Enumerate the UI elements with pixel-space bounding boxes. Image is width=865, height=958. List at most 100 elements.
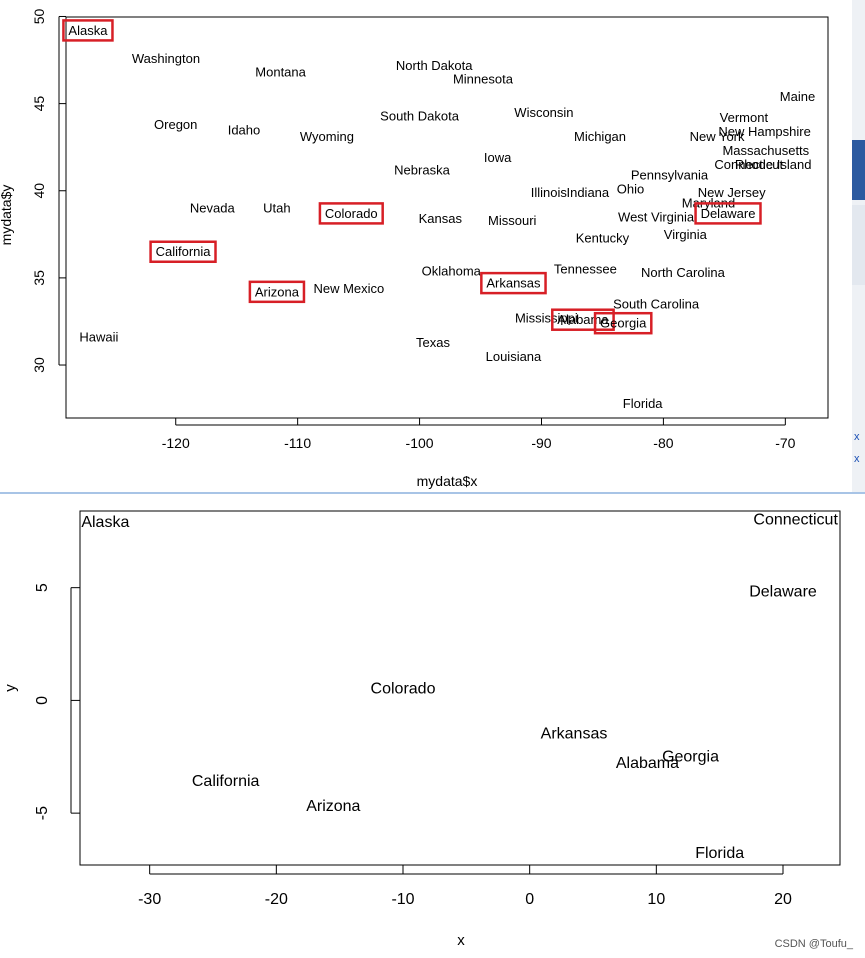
scatter-plot-bottom: -30 -20 -10 0 10 20 -5 0 5 Alaska Connecticut Del… xyxy=(2,510,841,949)
highlight-box-arkansas xyxy=(480,271,547,295)
top-x-tick-label-0: -120 xyxy=(162,435,190,451)
state-label-georgia: Georgia xyxy=(662,748,719,765)
state-label-arizona: Arizona xyxy=(255,284,300,299)
state-label-nevada: Nevada xyxy=(190,201,236,216)
x-axis-bottom: -30 -20 -10 0 10 20 xyxy=(138,865,792,908)
highlight-box-arizona xyxy=(248,280,306,304)
top-x-tick-label-1: -110 xyxy=(284,435,311,451)
state-label-georgia: Georgia xyxy=(600,316,647,331)
state-label-minnesota: Minnesota xyxy=(453,72,514,87)
top-y-tick-label-2: 40 xyxy=(31,183,47,199)
plot-frame-top xyxy=(65,16,829,419)
bottom-x-tick-label-2: -10 xyxy=(391,891,414,908)
state-label-new-jersey: New Jersey xyxy=(698,185,766,200)
bottom-y-tick-label-0: -5 xyxy=(34,806,51,820)
state-label-alabama: Alabama xyxy=(557,312,609,327)
state-label-vermont: Vermont xyxy=(720,110,769,125)
bottom-x-tick-label-4: 10 xyxy=(647,891,665,908)
state-label-california: California xyxy=(156,244,212,259)
state-label-new-mexico: New Mexico xyxy=(313,281,384,296)
state-label-mississippi: Mississippi xyxy=(515,310,578,325)
state-label-illinois: Illinois xyxy=(531,185,568,200)
state-label-alaska: Alaska xyxy=(81,514,129,531)
top-x-tick-label-2: -100 xyxy=(406,435,434,451)
state-label-north-carolina: North Carolina xyxy=(641,265,726,280)
state-label-rhode-island: Rhode Island xyxy=(735,157,812,172)
highlight-box-alabama xyxy=(551,308,615,331)
state-label-kentucky: Kentucky xyxy=(576,230,630,245)
x-axis-label-bottom: x xyxy=(457,932,465,949)
state-label-wisconsin: Wisconsin xyxy=(514,105,573,120)
side-marker-2: x xyxy=(854,453,860,465)
bottom-x-tick-label-0: -30 xyxy=(138,891,161,908)
state-label-louisiana: Louisiana xyxy=(486,349,542,364)
state-label-delaware: Delaware xyxy=(749,584,817,601)
y-axis-label-bottom: y xyxy=(2,684,19,692)
state-label-kansas: Kansas xyxy=(419,211,463,226)
bottom-y-tick-label-2: 5 xyxy=(34,583,51,592)
state-label-new-york: New York xyxy=(690,129,745,144)
state-label-arkansas: Arkansas xyxy=(486,276,541,291)
state-label-delaware: Delaware xyxy=(701,206,756,221)
bottom-x-tick-label-1: -20 xyxy=(265,891,288,908)
highlight-box-colorado xyxy=(318,202,384,225)
state-label-oklahoma: Oklahoma xyxy=(422,263,482,278)
bottom-x-tick-label-5: 20 xyxy=(774,891,792,908)
state-label-nebraska: Nebraska xyxy=(394,162,450,177)
highlight-box-california xyxy=(149,240,217,263)
state-label-florida: Florida xyxy=(623,396,664,411)
state-label-west-virginia: West Virginia xyxy=(618,209,695,224)
state-label-california: California xyxy=(192,773,260,790)
y-axis-bottom: -5 0 5 xyxy=(34,583,80,820)
bottom-labels-clip: Alaska Connecticut Delaware Colorado Arkansa… xyxy=(81,512,838,863)
highlight-box-alaska xyxy=(62,19,114,42)
top-x-tick-label-3: -90 xyxy=(531,435,551,451)
side-marker-1: x xyxy=(854,431,860,443)
state-label-arkansas: Arkansas xyxy=(541,726,608,743)
top-x-tick-label-4: -80 xyxy=(653,435,673,451)
background-window-strip: x x xyxy=(852,0,865,492)
state-label-oregon: Oregon xyxy=(154,117,197,132)
state-label-alabama: Alabama xyxy=(616,755,679,772)
state-label-south-dakota: South Dakota xyxy=(380,108,460,123)
state-label-michigan: Michigan xyxy=(574,129,626,144)
state-label-washington: Washington xyxy=(132,51,200,66)
top-y-tick-label-3: 45 xyxy=(31,96,47,112)
bottom-x-tick-label-3: 0 xyxy=(525,891,534,908)
state-label-new-hampshire: New Hampshire xyxy=(718,124,810,139)
state-labels-bottom: Alaska Connecticut Delaware Colorado Arkansa… xyxy=(81,512,838,863)
state-label-tennessee: Tennessee xyxy=(554,262,617,277)
state-label-massachusetts: Massachusetts xyxy=(722,143,809,158)
state-label-iowa: Iowa xyxy=(484,150,512,165)
state-label-colorado: Colorado xyxy=(325,206,378,221)
x-axis-label-top: mydata$x xyxy=(417,473,478,489)
top-y-tick-label-1: 35 xyxy=(31,270,47,286)
state-label-connecticut: Connecticut xyxy=(714,157,783,172)
state-label-arizona: Arizona xyxy=(306,798,360,815)
state-label-indiana: Indiana xyxy=(566,185,609,200)
y-axis-label-top: mydata$y xyxy=(0,185,14,246)
state-label-florida: Florida xyxy=(695,845,744,862)
state-label-wyoming: Wyoming xyxy=(300,129,354,144)
top-x-tick-label-5: -70 xyxy=(775,435,795,451)
top-y-tick-label-4: 50 xyxy=(31,8,47,24)
watermark: CSDN @Toufu_ xyxy=(775,938,854,950)
state-label-virginia: Virginia xyxy=(664,227,708,242)
state-label-north-dakota: North Dakota xyxy=(396,58,473,73)
top-y-tick-label-0: 30 xyxy=(31,357,47,373)
state-label-texas: Texas xyxy=(416,335,450,350)
state-label-connecticut: Connecticut xyxy=(753,512,838,529)
state-label-idaho: Idaho xyxy=(228,122,261,137)
state-label-hawaii: Hawaii xyxy=(79,330,118,345)
bottom-y-tick-label-1: 0 xyxy=(34,696,51,705)
state-labels-top: Alaska Washington Montana North DakotaMinne… xyxy=(62,19,815,411)
y-axis-top: 30 35 40 45 50 xyxy=(31,8,66,373)
state-label-ohio: Ohio xyxy=(617,182,644,197)
state-label-alaska: Alaska xyxy=(68,23,108,38)
plot-frame-bottom xyxy=(79,510,841,866)
state-label-missouri: Missouri xyxy=(488,213,537,228)
state-label-maine: Maine xyxy=(780,89,815,104)
x-axis-top: -120 -110 -100 -90 -80 -70 xyxy=(162,418,796,451)
state-label-utah: Utah xyxy=(263,201,290,216)
